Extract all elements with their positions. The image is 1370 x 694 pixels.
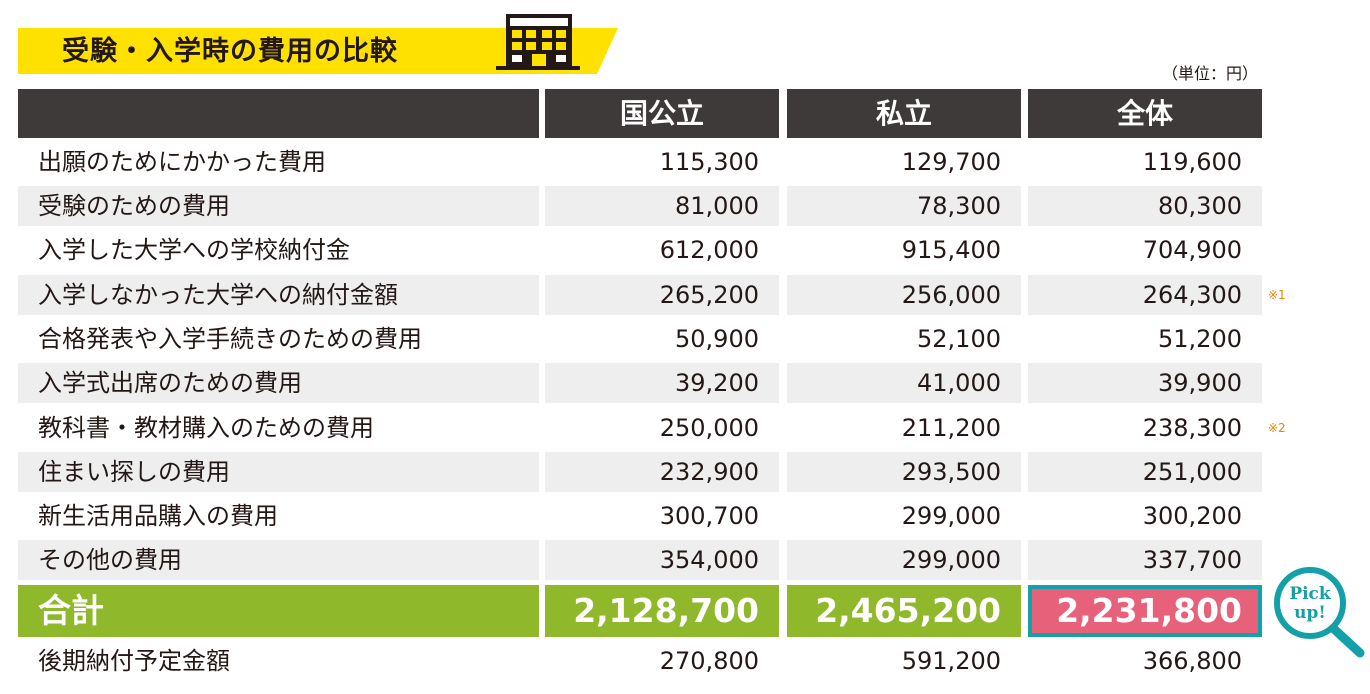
row-label: その他の費用 <box>18 540 539 580</box>
value-private: 211,200 <box>901 414 1001 442</box>
table-row: 合格発表や入学手続きのための費用 50,900 52,100 51,200 <box>18 319 1262 359</box>
value-private: 78,300 <box>787 186 1021 226</box>
total-national: 2,128,700 <box>545 585 779 637</box>
row-label: 後期納付予定金額 <box>38 647 230 675</box>
value-national: 250,000 <box>659 414 759 442</box>
table-row: 入学式出席のための費用 39,200 41,000 39,900 <box>18 363 1262 403</box>
total-row: 合計 2,128,700 2,465,200 2,231,800 <box>18 585 1262 637</box>
value-overall: 80,300 <box>1028 186 1262 226</box>
footnote-mark: ※2 <box>1268 421 1286 435</box>
page-title: 受験・入学時の費用の比較 <box>62 36 398 67</box>
row-label: 新生活用品購入の費用 <box>38 502 278 530</box>
row-label: 住まい探しの費用 <box>18 452 539 492</box>
footnote-mark: ※1 <box>1268 288 1286 302</box>
header-cell-overall: 全体 <box>1028 89 1262 138</box>
value-private: 299,000 <box>787 540 1021 580</box>
row-label: 受験のための費用 <box>18 186 539 226</box>
value-national: 270,800 <box>659 647 759 675</box>
header-cell-national: 国公立 <box>545 89 779 138</box>
table-row: 後期納付予定金額 270,800 591,200 366,800 <box>18 641 1262 681</box>
value-national: 354,000 <box>545 540 779 580</box>
value-private: 52,100 <box>917 325 1001 353</box>
value-national: 265,200 <box>545 275 779 315</box>
value-national: 39,200 <box>545 363 779 403</box>
value-national: 115,300 <box>659 148 759 176</box>
value-private: 256,000 <box>787 275 1021 315</box>
value-overall: 300,200 <box>1142 502 1242 530</box>
value-private: 293,500 <box>787 452 1021 492</box>
value-private: 915,400 <box>901 236 1001 264</box>
value-national: 81,000 <box>545 186 779 226</box>
value-national: 232,900 <box>545 452 779 492</box>
value-private: 129,700 <box>901 148 1001 176</box>
value-private: 41,000 <box>787 363 1021 403</box>
value-private: 299,000 <box>901 502 1001 530</box>
value-national: 50,900 <box>675 325 759 353</box>
value-overall: 264,300 <box>1028 275 1262 315</box>
table-row: 住まい探しの費用 232,900 293,500 251,000 <box>18 452 1262 492</box>
pickup-line2: up! <box>1294 603 1326 623</box>
unit-note: （単位：円） <box>1161 64 1258 83</box>
value-overall: 337,700 <box>1028 540 1262 580</box>
value-national: 612,000 <box>659 236 759 264</box>
row-label: 入学した大学への学校納付金 <box>38 236 350 264</box>
value-overall: 119,600 <box>1142 148 1242 176</box>
table-row: 受験のための費用 81,000 78,300 80,300 <box>18 186 1262 226</box>
pickup-line1: Pick <box>1289 584 1332 604</box>
row-label: 出願のためにかかった費用 <box>38 148 326 176</box>
value-private: 591,200 <box>901 647 1001 675</box>
value-overall: 251,000 <box>1028 452 1262 492</box>
row-label: 入学式出席のための費用 <box>18 363 539 403</box>
table-row: 教科書・教材購入のための費用 250,000 211,200 238,300 <box>18 408 1262 448</box>
header-cell-private: 私立 <box>787 89 1021 138</box>
table-row: 新生活用品購入の費用 300,700 299,000 300,200 <box>18 496 1262 536</box>
total-private: 2,465,200 <box>787 585 1021 637</box>
row-label: 教科書・教材購入のための費用 <box>38 414 374 442</box>
total-label: 合計 <box>18 585 539 637</box>
table-row: 入学しなかった大学への納付金額 265,200 256,000 264,300 <box>18 275 1262 315</box>
value-overall: 704,900 <box>1142 236 1242 264</box>
value-overall: 238,300 <box>1142 414 1242 442</box>
table-row: その他の費用 354,000 299,000 337,700 <box>18 540 1262 580</box>
building-icon <box>496 14 580 70</box>
total-overall-highlight: 2,231,800 <box>1028 585 1262 637</box>
table-row: 入学した大学への学校納付金 612,000 915,400 704,900 <box>18 230 1262 270</box>
magnifier-icon: Pick up! <box>1274 567 1365 658</box>
header-cell-blank <box>18 89 539 138</box>
row-label: 合格発表や入学手続きのための費用 <box>38 325 422 353</box>
value-overall: 39,900 <box>1028 363 1262 403</box>
row-label: 入学しなかった大学への納付金額 <box>18 275 539 315</box>
value-national: 300,700 <box>659 502 759 530</box>
value-overall: 51,200 <box>1158 325 1242 353</box>
value-overall: 366,800 <box>1142 647 1242 675</box>
table-row: 出願のためにかかった費用 115,300 129,700 119,600 <box>18 142 1262 182</box>
table-header: 国公立 私立 全体 <box>18 89 1262 138</box>
